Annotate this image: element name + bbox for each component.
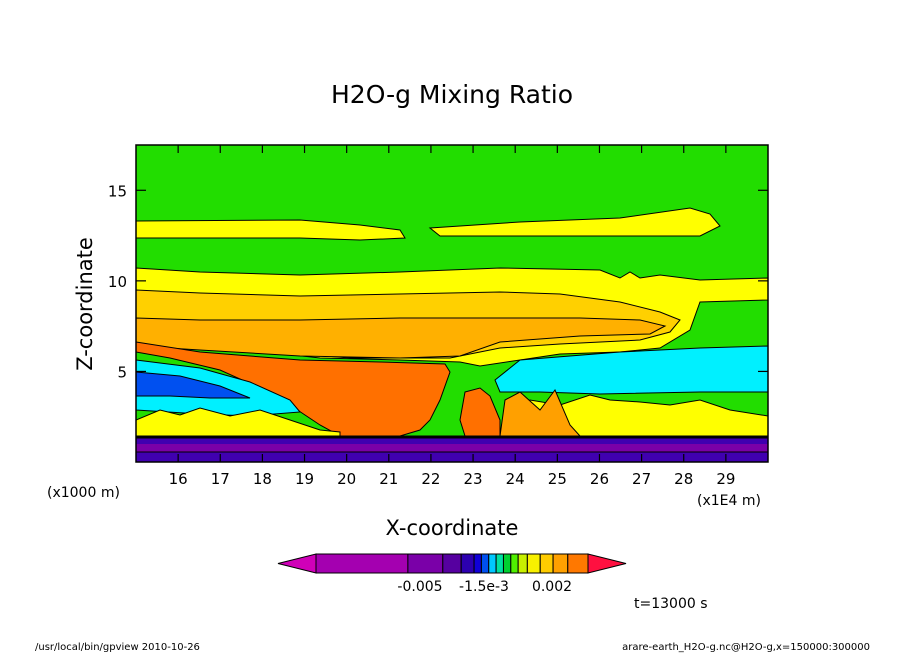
band-upper-moist-layer-right [428,207,721,237]
plot-frame [135,144,769,463]
band-lower-orange-right [499,389,582,437]
band-dry-layer [494,345,768,395]
x-tick-label: 20 [337,470,356,488]
x-tick-label: 18 [253,470,272,488]
colorbar-low-triangle [277,553,317,574]
x-tick-label: 23 [464,470,483,488]
x-tick-label: 21 [379,470,398,488]
colorbar-segment [517,553,528,574]
x-tick-label: 25 [548,470,567,488]
colorbar-label: -1.5e-3 [459,579,509,595]
x-tick-label: 16 [169,470,188,488]
colorbar-label: -0.005 [397,579,442,595]
band-boundary-layer-mid [136,444,768,452]
colorbar-segment [510,553,519,574]
y-tick-label: 10 [108,273,127,291]
x-axis-label: X-coordinate [386,516,519,540]
colorbar-high-triangle [587,553,627,574]
colorbar-segment [473,553,482,574]
x-tick-label: 29 [716,470,735,488]
colorbar-segment [442,553,462,574]
band-deep-blue-left [136,371,251,399]
x-tick-label: 24 [506,470,525,488]
band-anvil-core [136,317,667,359]
time-label: t=13000 s [634,596,708,612]
colorbar-segment [407,553,444,574]
x-tick-label: 22 [421,470,440,488]
colorbar [277,553,627,574]
y-axis-ticks: 5 10 15 [108,182,768,381]
y-tick-label: 5 [117,363,127,381]
x-tick-label: 27 [632,470,651,488]
colorbar-segment [315,553,409,574]
colorbar-segment [539,553,554,574]
colorbar-segment [480,553,490,574]
colorbar-segment [460,553,475,574]
colorbar-segment [567,553,589,574]
colorbar-segment [488,553,497,574]
colorbar-label: 0.002 [532,579,572,595]
y-axis-label: Z-coordinate [73,237,97,371]
x-tick-label: 26 [590,470,609,488]
x-scale-note: (x1E4 m) [697,493,761,509]
colorbar-segment [552,553,569,574]
footer-right: arare-earth_H2O-g.nc@H2O-g,x=150000:3000… [622,642,870,653]
x-tick-label: 19 [295,470,314,488]
x-axis-ticks: 16 17 18 19 20 21 22 23 24 25 26 27 28 29 [169,145,735,488]
colorbar-labels: -0.005 -1.5e-3 0.002 [397,579,572,595]
band-updraft-core [136,341,451,437]
footer-left: /usr/local/bin/gpview 2010-10-26 [35,642,200,653]
x-tick-label: 17 [211,470,230,488]
plot-area [136,145,768,462]
y-tick-label: 15 [108,182,127,200]
band-updraft-core-right [459,387,501,437]
colorbar-segment [502,553,512,574]
colorbar-segment [526,553,541,574]
chart-title: H2O-g Mixing Ratio [331,80,573,109]
x-tick-label: 28 [674,470,693,488]
colorbar-segment [495,553,504,574]
band-upper-moist-layer [136,219,406,241]
y-scale-note: (x1000 m) [47,485,120,501]
